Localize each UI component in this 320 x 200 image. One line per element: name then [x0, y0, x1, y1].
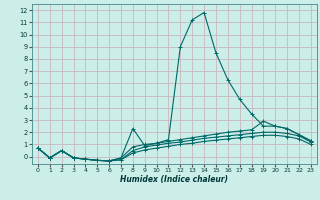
X-axis label: Humidex (Indice chaleur): Humidex (Indice chaleur): [120, 175, 228, 184]
